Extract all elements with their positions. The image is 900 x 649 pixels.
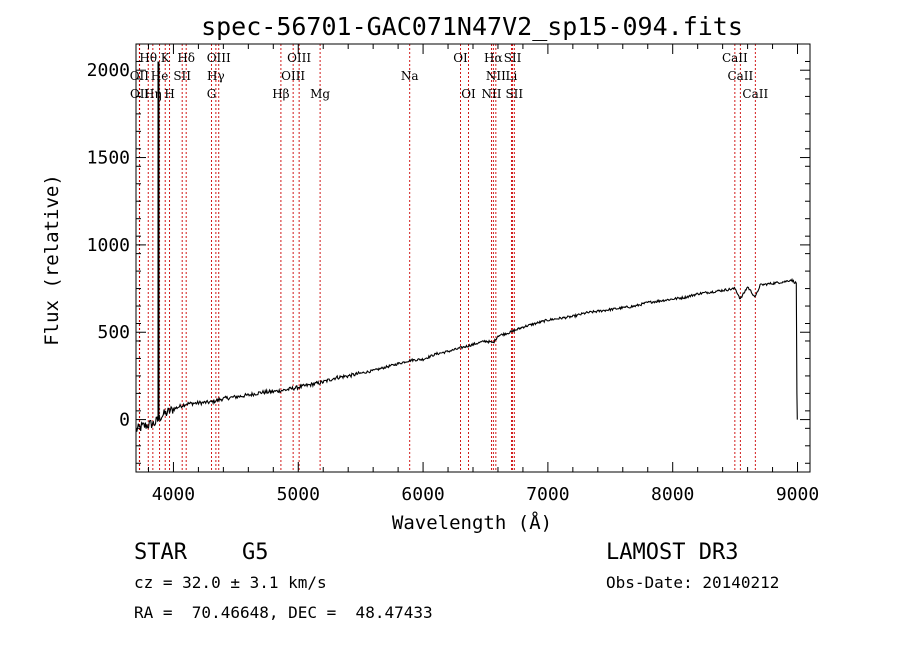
chart-title: spec-56701-GAC071N47V2_sp15-094.fits bbox=[201, 12, 743, 41]
line-marker-label: OII bbox=[130, 87, 150, 101]
line-marker-label: SII bbox=[504, 51, 522, 65]
line-marker-label: OII bbox=[130, 69, 150, 83]
line-marker-label: Hγ bbox=[207, 69, 225, 83]
line-marker-label: OIII bbox=[207, 51, 231, 65]
x-tick-label: 7000 bbox=[526, 484, 569, 505]
line-marker-label: CaII bbox=[722, 51, 748, 65]
survey-name: LAMOST DR3 bbox=[606, 540, 739, 565]
line-marker-label: SII bbox=[505, 87, 523, 101]
axis-tick-labels: 4000 5000 6000 7000 8000 9000 0 500 1000 1500 2000 bbox=[87, 60, 820, 505]
line-marker-label: Li bbox=[506, 69, 518, 83]
plot-frame bbox=[135, 43, 811, 473]
x-tick-label: 5000 bbox=[277, 484, 320, 505]
object-subclass: G5 bbox=[242, 540, 269, 565]
y-tick-label: 1500 bbox=[87, 148, 130, 169]
line-marker-label: OI bbox=[461, 87, 476, 101]
line-marker-label: G bbox=[207, 87, 217, 101]
line-marker-label: Hη bbox=[144, 87, 162, 101]
redshift-cz: cz = 32.0 ± 3.1 km/s bbox=[134, 573, 327, 592]
line-marker-label: NII bbox=[481, 87, 501, 101]
line-marker-label: Na bbox=[401, 69, 419, 83]
line-marker-label: Mg bbox=[310, 87, 330, 101]
coordinates: RA = 70.46648, DEC = 48.47433 bbox=[134, 603, 433, 622]
line-marker-label: SII bbox=[173, 69, 191, 83]
y-tick-label: 0 bbox=[119, 410, 130, 431]
line-marker-label: Hα bbox=[484, 51, 503, 65]
line-marker-label: H bbox=[164, 87, 174, 101]
y-tick-label: 500 bbox=[97, 322, 130, 343]
x-tick-label: 4000 bbox=[152, 484, 195, 505]
x-tick-label: 6000 bbox=[401, 484, 444, 505]
object-class: STAR bbox=[134, 540, 187, 565]
line-marker-label: OIII bbox=[281, 69, 305, 83]
observation-date: Obs-Date: 20140212 bbox=[606, 573, 780, 592]
line-marker-label: Hβ bbox=[272, 87, 289, 101]
line-marker-label: OI bbox=[453, 51, 468, 65]
x-tick-label: 9000 bbox=[776, 484, 819, 505]
line-marker-label: He bbox=[151, 69, 169, 83]
line-marker-label: NII bbox=[486, 69, 506, 83]
spectrum-line bbox=[135, 277, 798, 432]
axis-ticks bbox=[136, 44, 810, 472]
line-marker-label: Hθ bbox=[139, 51, 157, 65]
line-marker-label: Hδ bbox=[177, 51, 195, 65]
y-axis-label: Flux (relative) bbox=[41, 174, 63, 346]
x-tick-label: 8000 bbox=[651, 484, 694, 505]
x-axis-label: Wavelength (Å) bbox=[392, 511, 552, 534]
line-marker-lines bbox=[138, 44, 756, 472]
y-tick-label: 2000 bbox=[87, 60, 130, 81]
y-tick-label: 1000 bbox=[87, 235, 130, 256]
line-marker-label: CaII bbox=[742, 87, 768, 101]
line-marker-label: K bbox=[161, 51, 171, 65]
line-marker-label: OIII bbox=[287, 51, 311, 65]
line-marker-label: CaII bbox=[727, 69, 753, 83]
